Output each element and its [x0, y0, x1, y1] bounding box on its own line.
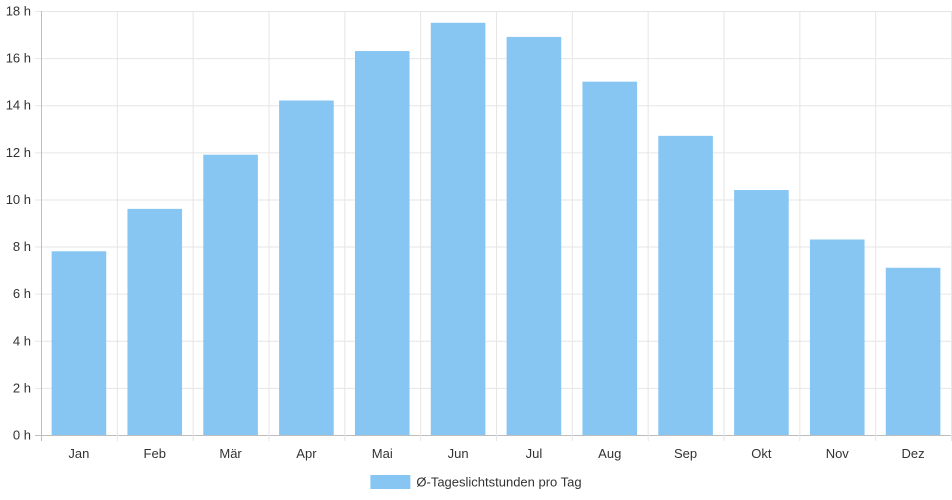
x-tick-label: Jun — [448, 446, 469, 461]
y-tick-label: 14 h — [6, 98, 31, 113]
bar-Jun[interactable] — [430, 22, 486, 436]
y-tick-label: 12 h — [6, 145, 31, 160]
bar-Okt[interactable] — [734, 190, 789, 435]
y-tick-label: 8 h — [13, 239, 31, 254]
bar-Aug[interactable] — [582, 81, 638, 436]
x-tick-label: Mär — [219, 446, 242, 461]
bar-Jul[interactable] — [506, 36, 562, 436]
y-tick-label: 16 h — [6, 51, 31, 66]
y-tick-label: 18 h — [6, 4, 31, 19]
bar-Jan[interactable] — [51, 251, 107, 435]
bar-Dez[interactable] — [885, 267, 941, 435]
bars — [51, 22, 941, 436]
x-tick-label: Feb — [144, 446, 166, 461]
y-axis: 0 h 2 h 4 h 6 h 8 h 10 h 12 h 14 h 16 h 18 h — [6, 4, 31, 443]
legend-label[interactable]: Ø-Tageslichtstunden pro Tag — [416, 475, 581, 490]
bar-Feb[interactable] — [127, 208, 183, 435]
legend[interactable]: Ø-Tageslichtstunden pro Tag — [370, 475, 582, 490]
x-tick-label: Apr — [296, 446, 317, 461]
x-tick-label: Okt — [751, 446, 772, 461]
x-tick-label: Mai — [372, 446, 393, 461]
x-axis: Jan Feb Mär Apr Mai Jun Jul Aug Sep Okt Nov Dez — [68, 446, 924, 461]
x-tick-label: Nov — [826, 446, 850, 461]
y-tick-label: 0 h — [13, 428, 31, 443]
y-tick-label: 4 h — [13, 333, 31, 348]
bar-Nov[interactable] — [809, 239, 865, 435]
x-tick-label: Aug — [598, 446, 621, 461]
x-tick-label: Dez — [902, 446, 925, 461]
x-tick-label: Jul — [526, 446, 543, 461]
y-tick-label: 2 h — [13, 380, 31, 395]
bar-Mär[interactable] — [203, 154, 258, 435]
x-tick-label: Sep — [674, 446, 697, 461]
y-tick-label: 6 h — [13, 286, 31, 301]
bar-Apr[interactable] — [279, 100, 334, 435]
bar-Mai[interactable] — [354, 51, 410, 436]
y-tick-label: 10 h — [6, 192, 31, 207]
x-tick-label: Jan — [68, 446, 89, 461]
bar-Sep[interactable] — [658, 135, 713, 435]
legend-swatch[interactable] — [370, 475, 411, 489]
